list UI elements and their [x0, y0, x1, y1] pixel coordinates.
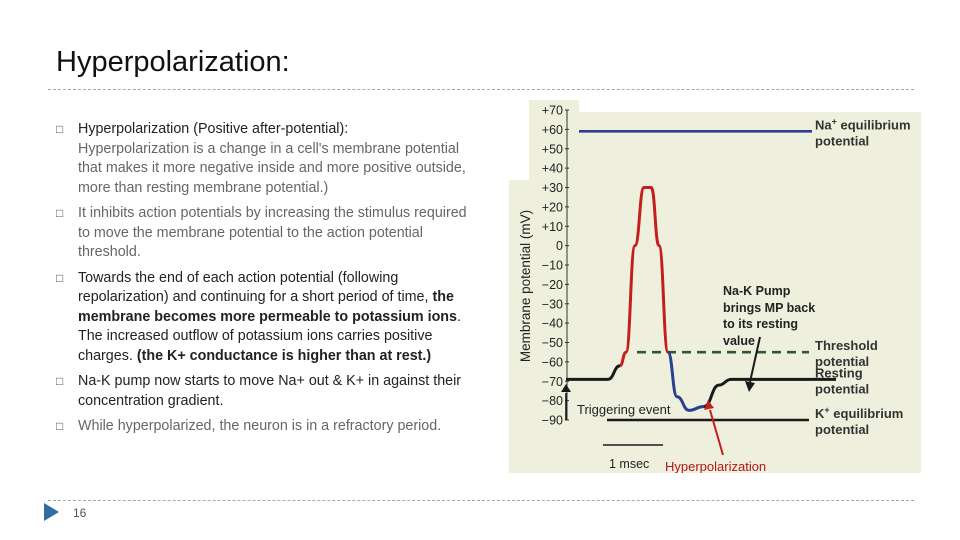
figure-background — [509, 100, 921, 473]
reference-line-label-line2: potential — [815, 422, 869, 437]
action-potential-chart: Membrane potential (mV) +70+60+50+40+30+… — [509, 100, 921, 474]
y-tick-label: +10 — [542, 220, 563, 234]
bullet-item: □ Towards the end of each action potenti… — [56, 269, 476, 367]
figure-notch — [579, 100, 921, 112]
y-tick-label: −80 — [542, 394, 563, 408]
reference-line-label: K+ equilibrium — [815, 405, 903, 421]
y-tick-label: +40 — [542, 162, 563, 176]
y-tick-label: −90 — [542, 414, 563, 428]
bullet-item: □ Hyperpolarization (Positive after-pote… — [56, 120, 476, 198]
y-tick-label: −10 — [542, 259, 563, 273]
reference-line-label-line2: potential — [815, 354, 869, 369]
bullet-text: Towards the end of each action potential… — [78, 269, 433, 306]
reference-line-label-line2: potential — [815, 133, 869, 148]
bullet-item: □ Na-K pump now starts to move Na+ out &… — [56, 372, 476, 411]
bullet-item: □ While hyperpolarized, the neuron is in… — [56, 417, 476, 437]
bullet-text: Na-K pump now starts to move Na+ out & K… — [78, 373, 462, 409]
bullet-text: Hyperpolarization is a change in a cell'… — [78, 140, 466, 196]
reference-line-label-rest: equilibrium — [837, 117, 911, 132]
bullet-item: □ It inhibits action potentials by incre… — [56, 204, 476, 263]
reference-line-label-main: Resting — [815, 365, 863, 380]
play-triangle-icon — [44, 503, 59, 521]
bullet-text: It inhibits action potentials by increas… — [78, 205, 467, 260]
trace-spike-segment — [619, 186, 670, 368]
y-axis-ticks: +70 +60 +50 +40 +30 +20 +10 0 −10 −20 −30 −40 −50 −60… — [542, 104, 569, 428]
reference-line-label: Threshold — [815, 338, 878, 353]
reference-line-label-main: Na — [815, 117, 832, 132]
y-tick-label: 0 — [556, 239, 563, 253]
bullet-emphasis: the membrane becomes more permeable to p… — [78, 289, 457, 325]
reference-line-label-main: Threshold — [815, 338, 878, 353]
y-tick-label: −30 — [542, 297, 563, 311]
bullet-marker-icon: □ — [56, 419, 64, 433]
reference-line-label-rest: equilibrium — [830, 406, 904, 421]
y-tick-label: +20 — [542, 200, 563, 214]
bullet-marker-icon: □ — [56, 206, 64, 220]
bullet-marker-icon: □ — [56, 374, 64, 388]
y-tick-label: −40 — [542, 317, 563, 331]
reference-line-label-superscript: + — [824, 405, 829, 415]
hyperpolarization-arrow — [709, 409, 724, 456]
reference-lines: Na+ equilibriumpotentialThresholdpotenti… — [579, 116, 911, 437]
reference-line-label-line2: potential — [815, 381, 869, 396]
trace-recovery-segment — [703, 377, 836, 408]
trace-resting-segment — [566, 364, 621, 381]
hyperpolarization-arrowhead-icon — [704, 400, 714, 410]
bullet-list: □ Hyperpolarization (Positive after-pote… — [56, 120, 476, 443]
y-tick-label: +50 — [542, 142, 563, 156]
action-potential-figure: Membrane potential (mV) +70 +60 +50 +40 +30 +… — [509, 100, 921, 474]
y-tick-label: −50 — [542, 336, 563, 350]
reference-line-label: Resting — [815, 365, 863, 380]
y-tick-label: +70 — [542, 104, 563, 118]
time-scale-label: 1 msec — [609, 457, 649, 471]
y-tick-label: −70 — [542, 375, 563, 389]
y-tick-label: +60 — [542, 123, 563, 137]
y-tick-label: +30 — [542, 181, 563, 195]
reference-line-label: Na+ equilibrium — [815, 116, 911, 132]
triggering-event-label: Triggering event — [577, 402, 671, 417]
bullet-heading: Hyperpolarization (Positive after-potent… — [78, 121, 349, 137]
hyperpolarization-label: Hyperpolarization — [665, 459, 766, 473]
pump-arrow — [749, 336, 761, 383]
bottom-divider — [48, 500, 914, 501]
trigger-arrow-icon — [561, 384, 571, 392]
reference-line-label-superscript: + — [832, 116, 837, 126]
reference-line-label-main: K — [815, 406, 825, 421]
membrane-potential-trace — [566, 186, 836, 412]
pump-arrowhead-icon — [745, 381, 755, 392]
bullet-marker-icon: □ — [56, 270, 64, 285]
pump-note: Na-K Pump brings MP back to its resting … — [723, 284, 819, 348]
slide-number: 16 — [73, 506, 87, 520]
y-tick-label: −20 — [542, 278, 563, 292]
top-divider — [48, 89, 914, 90]
bullet-text: While hyperpolarized, the neuron is in a… — [78, 418, 442, 434]
bullet-text: . The increased outflow of potassium ion… — [78, 308, 461, 364]
figure-notch — [509, 100, 529, 180]
y-tick-label: −60 — [542, 355, 563, 369]
page-title: Hyperpolarization: — [56, 46, 290, 78]
trace-undershoot-segment — [666, 350, 705, 412]
bullet-emphasis: (the K+ conductance is higher than at re… — [136, 347, 432, 364]
bullet-marker-icon: □ — [56, 122, 64, 136]
y-axis-label: Membrane potential (mV) — [518, 210, 533, 362]
